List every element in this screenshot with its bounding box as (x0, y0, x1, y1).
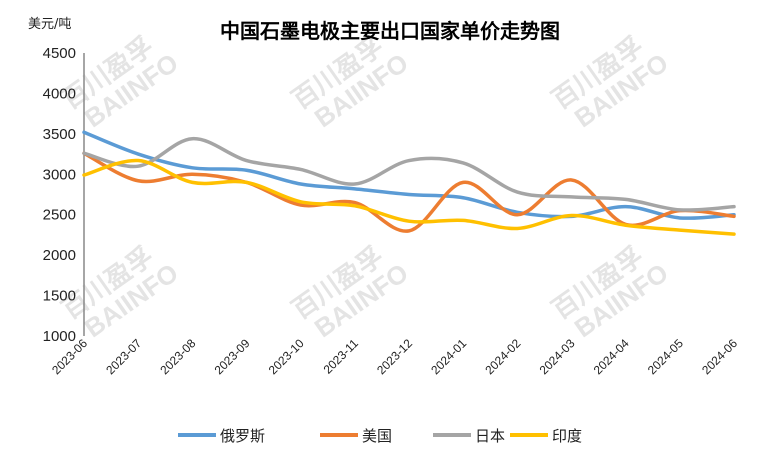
legend-item: 日本 (433, 427, 505, 445)
legend-label: 印度 (552, 427, 582, 445)
y-tick-label: 4500 (43, 45, 76, 62)
x-tick-label: 2023-10 (266, 336, 307, 377)
x-tick-label: 2024-04 (591, 336, 632, 377)
series-line-日本 (82, 136, 736, 212)
x-tick-label: 2023-08 (157, 336, 198, 377)
y-tick-label: 1000 (43, 328, 76, 345)
x-tick-label: 2024-01 (428, 336, 469, 377)
legend-label: 俄罗斯 (220, 427, 265, 445)
legend-item: 美国 (320, 427, 392, 445)
x-tick-label: 2023-12 (374, 336, 415, 377)
y-tick-label: 1500 (43, 288, 76, 305)
x-tick-label: 2024-06 (699, 336, 740, 377)
series-line-印度 (82, 158, 736, 236)
y-tick-label: 4000 (43, 85, 76, 102)
x-tick-label: 2023-09 (212, 336, 253, 377)
y-tick-label: 3500 (43, 126, 76, 143)
legend-item: 俄罗斯 (178, 427, 265, 445)
legend-item: 印度 (510, 427, 582, 445)
y-tick-label: 2500 (43, 207, 76, 224)
x-tick-label: 2024-02 (482, 336, 523, 377)
x-tick-label: 2024-05 (645, 336, 686, 377)
legend-label: 美国 (362, 427, 392, 445)
series-line-俄罗斯 (82, 130, 736, 220)
y-axis-ticks: 1000 1500 2000 2500 3000 3500 4000 4500 (43, 45, 76, 345)
x-tick-label: 2023-07 (103, 336, 144, 377)
chart-title: 中国石墨电极主要出口国家单价走势图 (220, 19, 560, 43)
legend-label: 日本 (475, 427, 505, 445)
x-axis-ticks: 2023-06 2023-07 2023-08 2023-09 2023-10 2023-… (49, 336, 740, 377)
x-tick-label: 2024-03 (537, 336, 578, 377)
y-tick-label: 2000 (43, 247, 76, 264)
legend: 俄罗斯 美国 日本 印度 (178, 427, 582, 445)
y-axis-unit: 美元/吨 (28, 17, 71, 32)
series-lines (82, 130, 736, 236)
y-tick-label: 3000 (43, 166, 76, 183)
